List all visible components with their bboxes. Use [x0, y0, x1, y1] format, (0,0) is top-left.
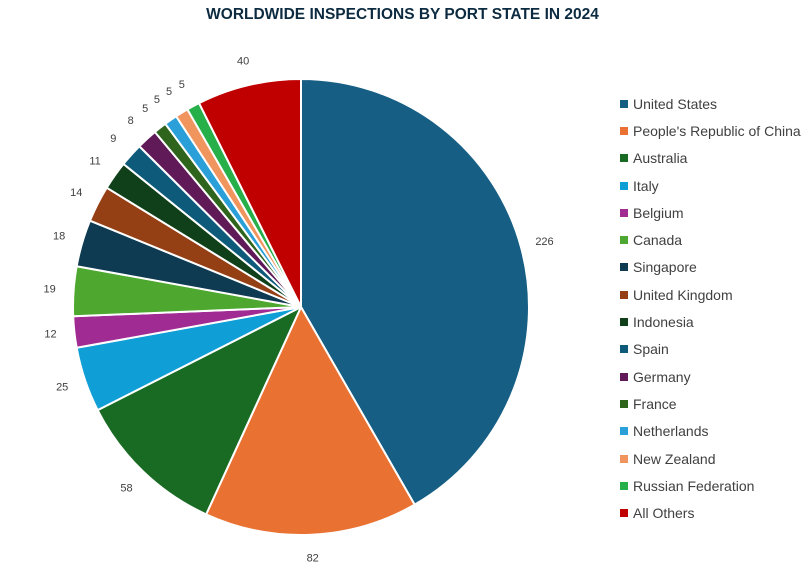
legend-label: Spain — [633, 341, 669, 358]
legend-label: Belgium — [633, 204, 684, 221]
legend-label: New Zealand — [633, 450, 716, 467]
pie-slices — [72, 78, 530, 536]
data-label-australia: 58 — [120, 483, 132, 495]
data-label-italy: 25 — [56, 381, 68, 393]
pie-slice-australia — [96, 306, 302, 516]
legend-item-canada: Canada — [620, 226, 801, 253]
chart-legend: United States People's Republic of China A… — [620, 90, 801, 527]
legend-swatch — [620, 509, 628, 518]
legend-item-all-others: All Others — [620, 499, 801, 526]
legend-swatch — [620, 181, 628, 190]
data-label-russian-federation: 5 — [179, 79, 185, 91]
legend-label: Indonesia — [633, 314, 694, 331]
data-label-france: 5 — [142, 103, 148, 115]
legend-swatch — [620, 290, 628, 299]
data-label-united-kingdom: 14 — [70, 187, 82, 199]
legend-item-australia: Australia — [620, 145, 801, 172]
data-label-germany: 8 — [128, 115, 134, 127]
legend-label: People's Republic of China — [633, 122, 801, 139]
pie-slice-people-s-republic-of-china — [205, 306, 416, 536]
legend-label: All Others — [633, 505, 695, 522]
legend-label: France — [633, 395, 677, 412]
legend-label: Germany — [633, 368, 691, 385]
legend-swatch — [620, 399, 628, 408]
data-label-indonesia: 11 — [89, 156, 100, 168]
legend-item-people-s-republic-of-china: People's Republic of China — [620, 117, 801, 144]
legend-label: United States — [633, 95, 718, 112]
legend-label: Canada — [633, 232, 683, 249]
pie-slice-all-others — [198, 78, 302, 308]
legend-label: Singapore — [633, 259, 697, 276]
data-label-new-zealand: 5 — [166, 86, 172, 98]
legend-item-indonesia: Indonesia — [620, 308, 801, 335]
legend-swatch — [620, 427, 628, 436]
legend-item-belgium: Belgium — [620, 199, 801, 226]
pie-slice-united-states — [300, 78, 530, 506]
legend-swatch — [620, 481, 628, 490]
legend-item-italy: Italy — [620, 172, 801, 199]
legend-item-germany: Germany — [620, 363, 801, 390]
legend-swatch — [620, 454, 628, 463]
legend-label: Australia — [633, 150, 688, 167]
data-label-all-others: 40 — [237, 56, 249, 68]
legend-label: United Kingdom — [633, 286, 733, 303]
legend-item-spain: Spain — [620, 336, 801, 363]
legend-swatch — [620, 372, 628, 381]
legend-item-singapore: Singapore — [620, 254, 801, 281]
legend-swatch — [620, 345, 628, 354]
data-label-united-states: 226 — [535, 236, 553, 248]
legend-swatch — [620, 236, 628, 245]
data-label-belgium: 12 — [44, 329, 56, 341]
legend-item-new-zealand: New Zealand — [620, 445, 801, 472]
legend-label: Italy — [633, 177, 659, 194]
legend-swatch — [620, 154, 628, 163]
legend-label: Netherlands — [633, 423, 709, 440]
legend-swatch — [620, 208, 628, 217]
legend-swatch — [620, 263, 628, 272]
data-label-people-s-republic-of-china: 82 — [307, 553, 319, 565]
legend-item-france: France — [620, 390, 801, 417]
legend-label: Russian Federation — [633, 477, 755, 494]
chart-title: WORLDWIDE INSPECTIONS BY PORT STATE IN 2… — [206, 6, 599, 23]
data-label-spain: 9 — [110, 133, 116, 145]
legend-item-russian-federation: Russian Federation — [620, 472, 801, 499]
data-label-singapore: 18 — [53, 230, 65, 242]
data-label-canada: 19 — [43, 283, 55, 295]
legend-item-united-states: United States — [620, 90, 801, 117]
legend-swatch — [620, 318, 628, 327]
legend-swatch — [620, 99, 628, 108]
legend-swatch — [620, 126, 628, 135]
data-label-netherlands: 5 — [154, 94, 160, 106]
legend-item-netherlands: Netherlands — [620, 418, 801, 445]
legend-item-united-kingdom: United Kingdom — [620, 281, 801, 308]
